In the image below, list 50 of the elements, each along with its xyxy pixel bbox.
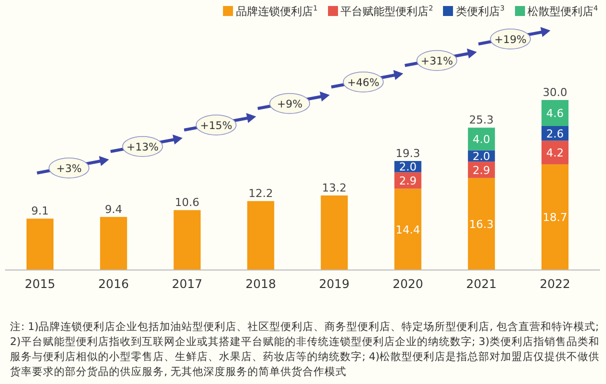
- text: +19%: [494, 34, 527, 46]
- data-label: 14.4: [396, 223, 420, 236]
- bar: [247, 201, 274, 270]
- data-label: 10.6: [174, 196, 200, 210]
- bar: [100, 216, 128, 270]
- bar: [320, 195, 348, 270]
- data-label: 13.2: [322, 181, 347, 194]
- x-tick-label: 2018: [245, 277, 276, 291]
- bar: [542, 164, 568, 270]
- x-tick-label: 2022: [540, 277, 570, 291]
- x-tick-label: 2017: [172, 277, 202, 291]
- data-label: 12.2: [248, 187, 273, 200]
- bar: [26, 218, 54, 270]
- data-label: 2.0: [399, 160, 417, 174]
- text: +31%: [420, 56, 453, 68]
- data-label: 16.3: [469, 218, 494, 231]
- data-label: 9.4: [104, 202, 122, 216]
- total-label: 30.0: [542, 86, 568, 99]
- bar: [542, 100, 568, 126]
- annotation: +9%: [276, 98, 302, 110]
- text: 注: 1)品牌连锁便利店企业包括加油站型便利店、社区型便利店、商务型便利店、特定场所型便利店, 包含直营和特许模式; 2)平台赋能型便利店指收到互联网企业或其搭建平台赋能的非传统连锁型便利店企业的纳统数字; 3)类便利店指销售品类和服务与便利店相似的小型零售店、生鲜店、水果店、药妆店等的纳统数字; 4)松散型便利店是指总部对加盟店仅提供不做供货率要求的部分货品的供应服务, 无其他深度服务的简单供货合作模式: [10, 320, 600, 380]
- total-label: 25.3: [469, 114, 494, 127]
- bar: [394, 188, 422, 270]
- data-label: 18.7: [542, 211, 568, 224]
- x-tick-label: 2019: [319, 277, 350, 291]
- annotation: +15%: [200, 120, 232, 132]
- legend-label: 松散型便利店$^{4}$: [528, 4, 598, 18]
- data-label: 9.1: [31, 204, 49, 218]
- annotation: +13%: [126, 142, 159, 154]
- data-label: 2.0: [472, 150, 490, 163]
- data-label: 2.9: [472, 164, 490, 177]
- bar: [174, 210, 201, 270]
- total-label: 19.3: [396, 146, 420, 160]
- bar: [542, 140, 568, 164]
- text: +46%: [347, 77, 380, 89]
- data-label: 2.9: [399, 174, 417, 188]
- data-label: 4.0: [472, 132, 490, 146]
- bar: [468, 128, 495, 150]
- x-tick-label: 2015: [24, 277, 56, 291]
- legend-label: 品牌连锁便利店$^{1}$: [236, 4, 318, 18]
- data-label: 4.6: [546, 106, 564, 120]
- bar: [468, 178, 495, 270]
- legend-label: 类便利店$^{3}$: [456, 4, 505, 18]
- data-label: 2.6: [546, 127, 564, 140]
- x-tick-label: 2016: [98, 277, 129, 291]
- legend-label: 平台赋能型便利店$^{2}$: [340, 4, 434, 18]
- data-label: 4.2: [546, 146, 564, 160]
- annotation: +3%: [56, 163, 82, 175]
- x-tick-label: 2020: [392, 277, 424, 291]
- x-tick-label: 2021: [466, 277, 497, 291]
